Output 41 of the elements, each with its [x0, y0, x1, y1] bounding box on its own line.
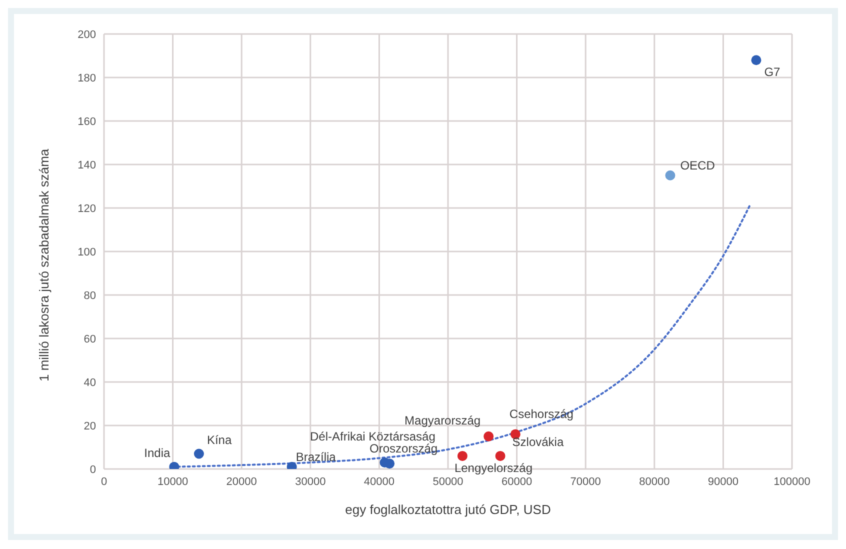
annotation: Lengyelország: [454, 460, 533, 475]
x-tick-label: 10000: [158, 476, 188, 488]
annotation: OECD: [680, 158, 716, 172]
annotation: Brazília: [296, 450, 336, 464]
point: [457, 450, 468, 461]
point: [484, 431, 494, 442]
y-tick-label: 120: [78, 202, 96, 215]
annotation: Dél-Afrikai Köztársaság: [310, 429, 436, 444]
annotation: India: [144, 446, 170, 460]
y-tick-label: 40: [84, 376, 96, 389]
point: [751, 55, 762, 66]
y-tick-label: 160: [78, 116, 96, 128]
y-tick-label: 20: [84, 420, 96, 432]
point: [194, 448, 204, 459]
x-tick-label: 20000: [226, 476, 257, 488]
annotation: Kína: [206, 432, 232, 447]
point: [384, 458, 395, 469]
x-tick-label: 90000: [708, 476, 738, 488]
y-tick-label: 0: [90, 464, 96, 476]
x-tick-label: 40000: [364, 476, 394, 488]
x-tick-label: 60000: [502, 476, 532, 488]
x-tick-label: 70000: [570, 476, 601, 488]
annotation: Magyarország: [404, 413, 481, 428]
annotation: G7: [764, 65, 781, 80]
y-tick-label: 200: [78, 28, 96, 41]
x-tick-label: 0: [100, 476, 108, 488]
annotation: Oroszország: [370, 442, 438, 456]
y-tick-label: 140: [78, 159, 96, 172]
y-tick-label: 80: [84, 290, 96, 302]
point: [665, 170, 676, 180]
x-tick-label: 80000: [639, 476, 670, 488]
y-tick-label: 100: [78, 246, 96, 258]
x-axis-title: egy foglalkoztatottra jutó GDP, USD: [345, 502, 551, 517]
y-tick-label: 180: [78, 72, 96, 84]
x-tick-label: 30000: [295, 476, 326, 488]
y-tick-label: 60: [84, 333, 96, 346]
y-axis-title: 1 millió lakosra jutó szabadalmak száma: [36, 148, 52, 382]
annotation: Szlovákia: [512, 434, 564, 449]
x-tick-label: 100000: [774, 476, 810, 488]
point: [495, 450, 506, 461]
x-tick-label: 50000: [432, 476, 464, 488]
